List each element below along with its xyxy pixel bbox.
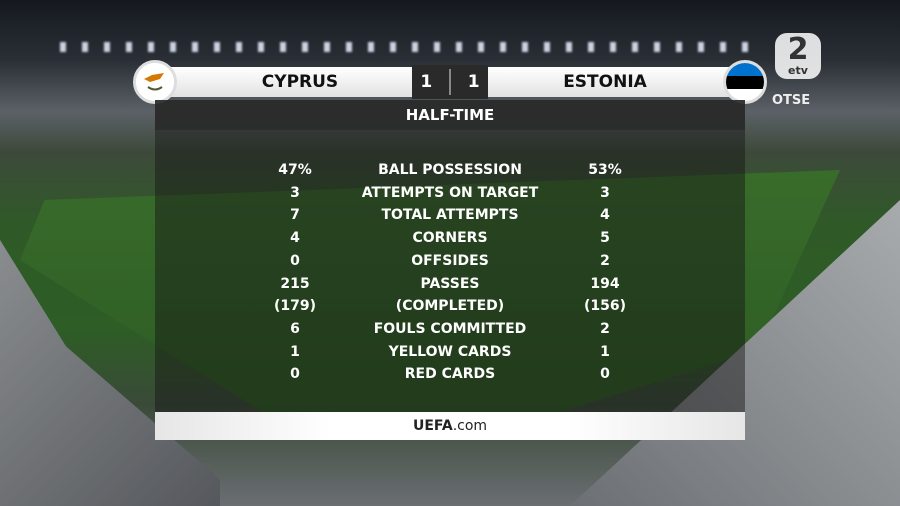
home-value: 0 [290, 366, 300, 383]
away-value: 4 [600, 207, 610, 224]
stat-row: 215 PASSES 194 [155, 273, 745, 295]
stat-label: RED CARDS [404, 366, 496, 383]
stat-row: 0 RED CARDS 0 [155, 363, 745, 385]
stat-row: 7 TOTAL ATTEMPTS 4 [155, 204, 745, 226]
away-value: 3 [600, 184, 610, 201]
away-value: 5 [600, 230, 610, 247]
match-status: HALF-TIME [155, 100, 745, 130]
live-label: OTSE [772, 93, 811, 108]
stat-label: CORNERS [412, 230, 488, 247]
stat-row: 0 OFFSIDES 2 [155, 250, 745, 272]
away-value: 53% [588, 162, 622, 178]
estonia-flag-icon [723, 60, 767, 104]
stat-label: PASSES [420, 275, 480, 292]
home-value: 1 [290, 343, 300, 360]
away-value: (156) [583, 298, 627, 315]
stat-row: 47% BALL POSSESSION 53% [155, 159, 745, 181]
etv2-logo: 2 etv [775, 33, 821, 79]
stat-label: OFFSIDES [411, 252, 489, 269]
home-value: 47% [278, 162, 312, 178]
home-score: 1 [420, 72, 433, 92]
stat-row: 4 CORNERS 5 [155, 227, 745, 249]
away-value: 2 [600, 320, 610, 337]
stat-label: (COMPLETED) [395, 298, 505, 315]
away-value: 194 [590, 275, 620, 292]
home-value: 6 [290, 320, 300, 337]
stat-label: ATTEMPTS ON TARGET [361, 184, 539, 201]
home-value: 215 [280, 275, 310, 292]
away-value: 2 [600, 252, 610, 269]
score: 1 1 [412, 65, 488, 99]
floodlights [60, 42, 760, 52]
away-score: 1 [467, 72, 480, 92]
scoreboard: CYPRUS 1 1 ESTONIA [160, 65, 740, 99]
uefa-footer: UEFA.com [155, 412, 745, 440]
stat-label: YELLOW CARDS [388, 343, 512, 360]
away-value: 1 [600, 343, 610, 360]
stat-label: TOTAL ATTEMPTS [381, 207, 519, 224]
stat-row: 3 ATTEMPTS ON TARGET 3 [155, 182, 745, 204]
stat-row: (179) (COMPLETED) (156) [155, 295, 745, 317]
home-value: (179) [273, 298, 317, 315]
stat-row: 1 YELLOW CARDS 1 [155, 341, 745, 363]
home-value: 4 [290, 230, 300, 247]
away-team: ESTONIA [563, 72, 647, 92]
stat-label: BALL POSSESSION [378, 162, 522, 178]
stat-row: 6 FOULS COMMITTED 2 [155, 318, 745, 340]
stat-label: FOULS COMMITTED [373, 320, 527, 337]
away-value: 0 [600, 366, 610, 383]
stats-panel: 47% BALL POSSESSION 53% 3 ATTEMPTS ON TARGET… [155, 130, 745, 412]
home-team: CYPRUS [261, 72, 339, 92]
home-value: 7 [290, 207, 300, 224]
home-value: 3 [290, 184, 300, 201]
cyprus-flag-icon [133, 60, 177, 104]
home-value: 0 [290, 252, 300, 269]
